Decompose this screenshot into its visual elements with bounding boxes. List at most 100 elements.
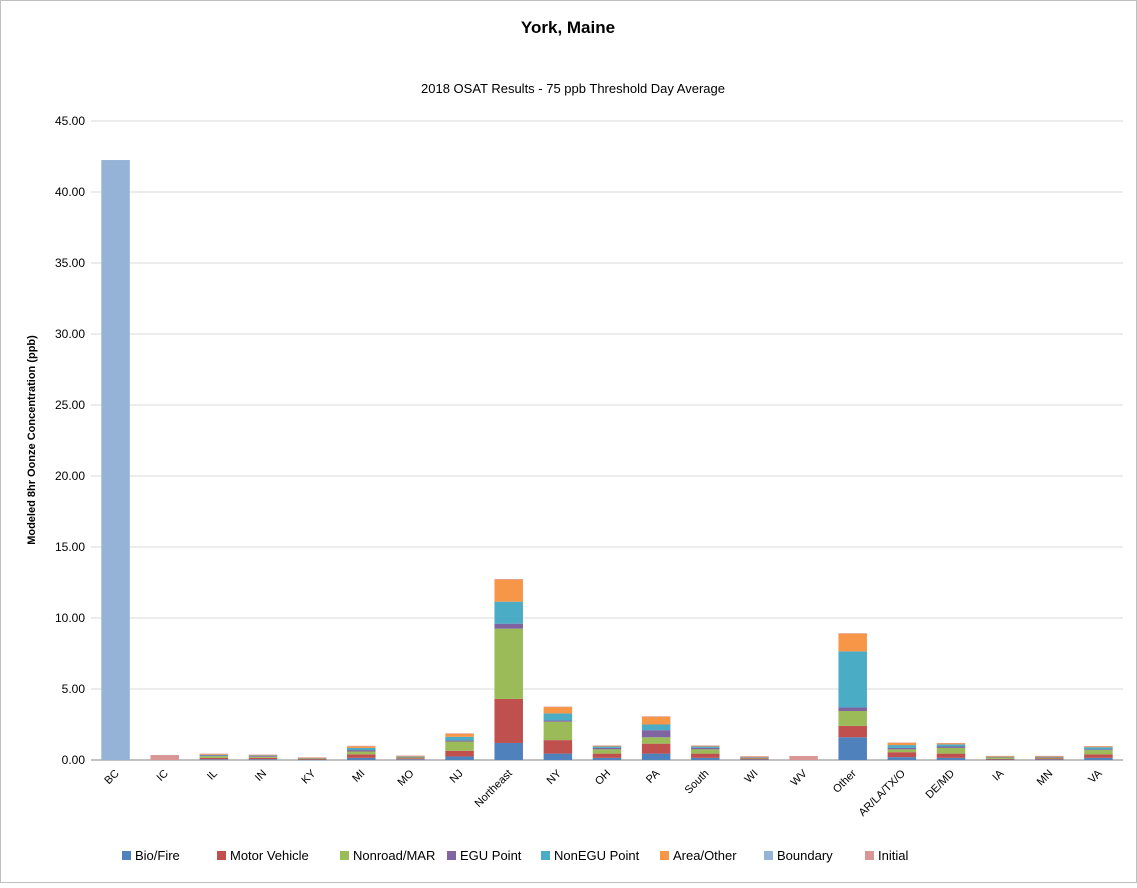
bar-segment <box>396 756 425 757</box>
bar-segment <box>1035 757 1064 758</box>
bar-segment <box>985 759 1015 761</box>
y-tick-label: 0.00 <box>62 753 86 767</box>
bar-segment <box>199 756 229 758</box>
bar-segment <box>199 755 229 757</box>
bar-segment <box>1035 759 1064 760</box>
bar-segment <box>740 759 769 760</box>
bar-segment <box>396 755 425 757</box>
bar-segment <box>838 651 867 708</box>
bar-segment <box>150 755 179 760</box>
bar-segment <box>691 757 720 760</box>
bar-segment <box>347 745 376 747</box>
bar-segment <box>985 756 1015 757</box>
legend-swatch <box>217 851 226 860</box>
legend-swatch <box>764 851 773 860</box>
bar-segment <box>985 756 1015 758</box>
bar-segment <box>592 746 622 748</box>
bar-segment <box>445 733 474 737</box>
bar-segment <box>936 742 966 744</box>
legend-swatch <box>660 851 669 860</box>
bar-segment <box>1035 758 1064 760</box>
bar-segment <box>592 753 622 758</box>
y-tick-label: 35.00 <box>55 256 85 270</box>
bar-segment <box>494 579 523 602</box>
bar-segment <box>985 758 1015 760</box>
bar-segment <box>740 757 769 759</box>
y-tick-label: 30.00 <box>55 327 85 341</box>
bar-segment <box>887 757 917 760</box>
bar-segment <box>445 750 474 757</box>
bar-segment <box>248 754 278 756</box>
bar-segment <box>347 757 376 760</box>
legend-label: Motor Vehicle <box>230 848 309 863</box>
bar-segment <box>887 752 917 758</box>
bar-segment <box>445 741 474 751</box>
bar-segment <box>396 756 425 758</box>
bar-segment <box>691 753 720 758</box>
bar-segment <box>1035 757 1064 759</box>
bar-segment <box>592 757 622 760</box>
bar-segment <box>838 725 867 738</box>
bar-segment <box>248 755 278 757</box>
bar-segment <box>494 742 523 760</box>
bar-segment <box>740 756 769 758</box>
bar-segment <box>1084 747 1113 750</box>
y-tick-label: 40.00 <box>55 185 85 199</box>
bar-segment <box>838 633 867 634</box>
legend-label: Nonroad/MAR <box>353 848 435 863</box>
bar-segment <box>641 716 671 725</box>
bar-segment <box>985 757 1015 759</box>
bar-segment <box>543 740 573 754</box>
bar-segment <box>887 749 917 753</box>
legend-swatch <box>340 851 349 860</box>
bar-segment <box>740 758 769 760</box>
bar-segment <box>297 757 327 758</box>
bar-segment <box>297 759 327 761</box>
bar-segment <box>691 745 720 746</box>
bar-segment <box>838 711 867 726</box>
bar-segment <box>347 754 376 758</box>
bar-segment <box>494 601 523 624</box>
bar-segment <box>936 747 966 754</box>
legend-swatch <box>447 851 456 860</box>
bar-segment <box>543 720 573 722</box>
bar-segment <box>347 751 376 755</box>
bar-segment <box>445 736 474 741</box>
bar-segment <box>691 746 720 748</box>
chart-subtitle: 2018 OSAT Results - 75 ppb Threshold Day… <box>421 81 725 96</box>
bar-segment <box>641 737 671 744</box>
bar-segment <box>740 757 769 758</box>
bar-segment <box>494 623 523 629</box>
bar-segment <box>248 756 278 757</box>
bars <box>101 160 1113 761</box>
bar-segment <box>543 713 573 721</box>
legend-label: Bio/Fire <box>135 848 180 863</box>
bar-segment <box>1084 750 1113 755</box>
bar-segment <box>347 746 376 748</box>
bar-segment <box>396 759 425 760</box>
bar-segment <box>936 746 966 748</box>
bar-segment <box>297 759 327 760</box>
bar-segment <box>494 628 523 699</box>
bar-segment <box>691 745 720 747</box>
bar-segment <box>1084 757 1113 760</box>
bar-segment <box>838 707 867 712</box>
bar-segment <box>641 724 671 731</box>
y-tick-label: 20.00 <box>55 469 85 483</box>
chart-title: York, Maine <box>521 18 615 37</box>
bar-segment <box>248 756 278 758</box>
bar-segment <box>347 747 376 751</box>
y-tick-labels: 0.00 5.00 10.00 15.00 20.00 25.00 30.00 35.00 40… <box>55 114 85 767</box>
bar-segment <box>691 747 720 750</box>
legend-label: Area/Other <box>673 848 737 863</box>
bar-segment <box>445 740 474 742</box>
bar-segment <box>1084 754 1113 758</box>
bar-segment <box>887 747 917 750</box>
bar-segment <box>1084 746 1113 748</box>
bar-segment <box>740 756 769 757</box>
bar-segment <box>543 753 573 760</box>
bar-segment <box>1084 746 1113 747</box>
bar-segment <box>936 743 966 745</box>
